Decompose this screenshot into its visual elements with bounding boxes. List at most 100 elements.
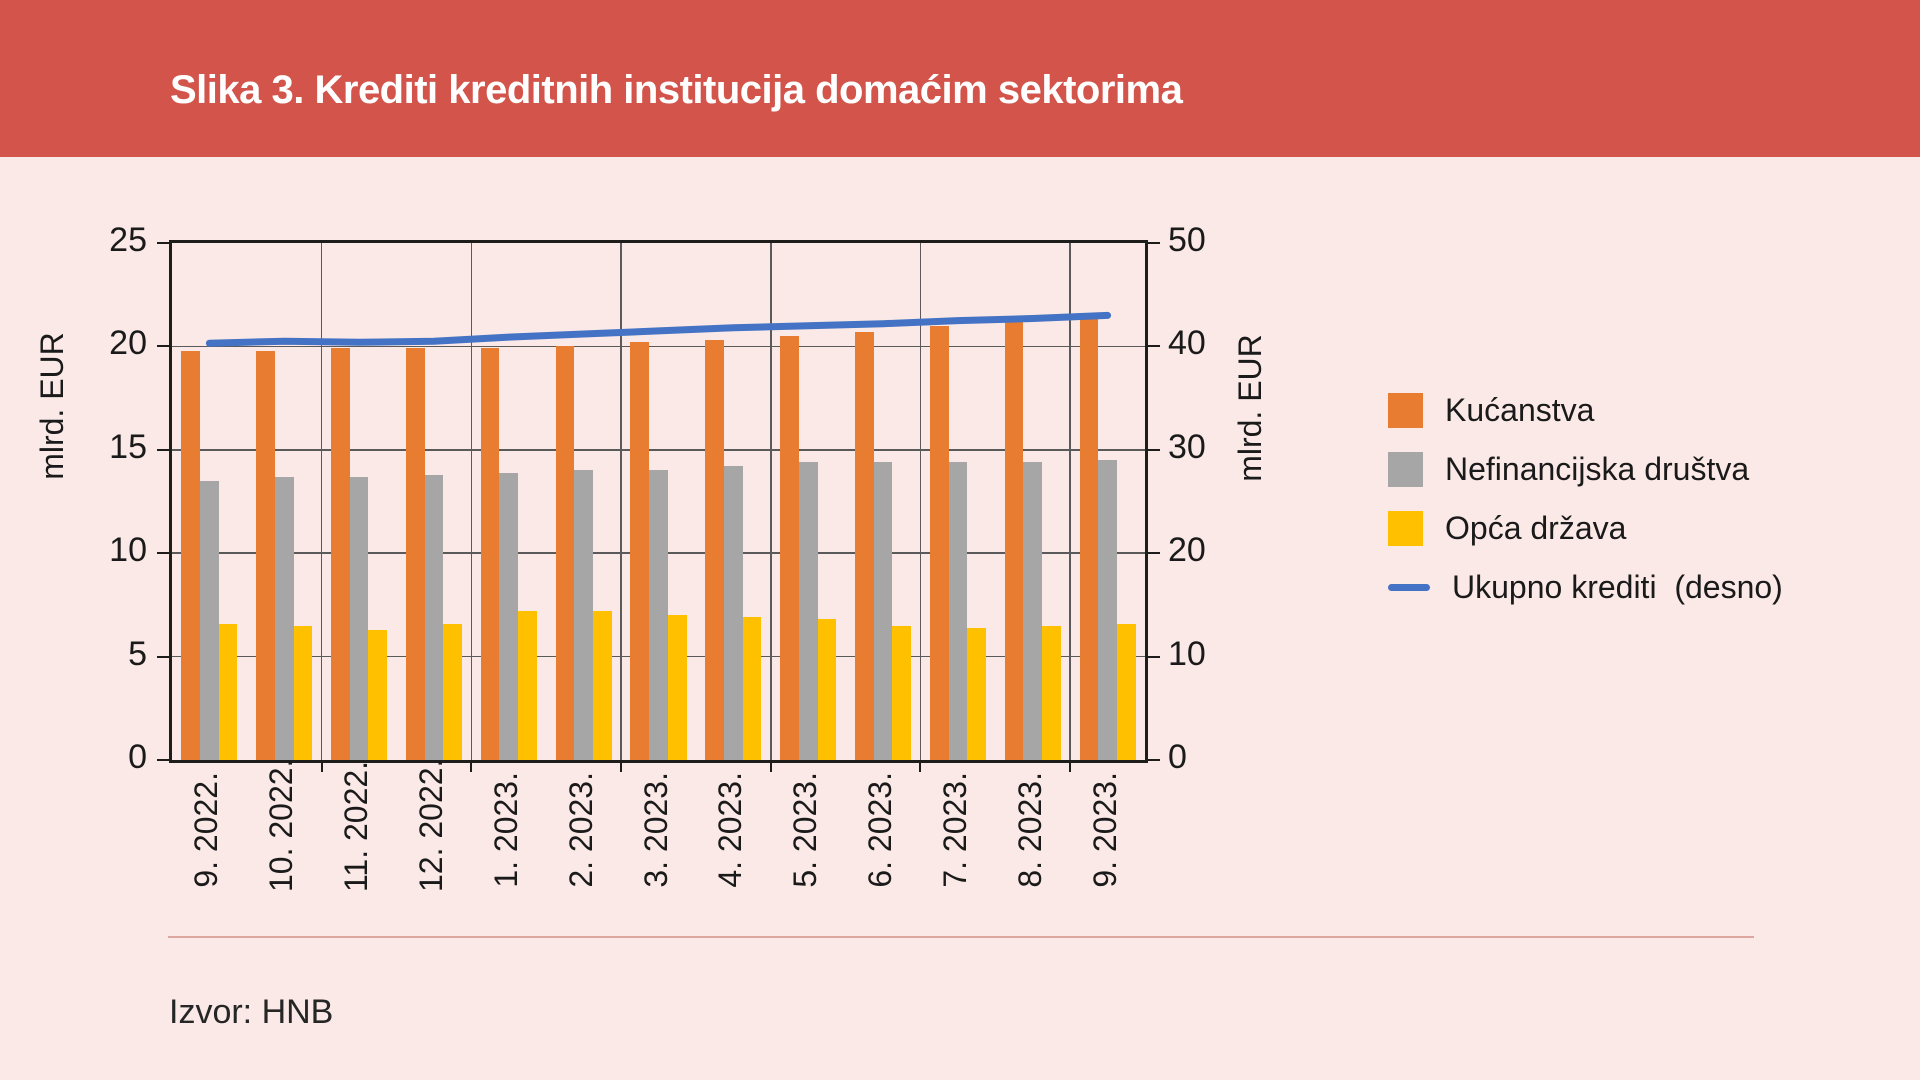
tick-mark [157,242,172,244]
tick-mark [919,760,922,772]
v-gridline [620,243,622,760]
bar [1098,460,1117,760]
source-note: Izvor: HNB [169,993,334,1031]
tick-mark [620,760,623,772]
bar [723,466,743,760]
bar [817,619,837,760]
tick-mark [157,345,172,348]
bar [742,617,762,760]
bar [948,462,968,760]
y-tick-label-right: 30 [1168,427,1206,466]
bar [349,476,369,760]
x-tick-label: 3. 2023. [637,772,674,888]
tick-mark [1145,242,1160,244]
bar [854,331,874,760]
total-credit-line [205,311,1112,347]
x-tick-label: 1. 2023. [487,772,524,888]
opca-drzava-swatch [1388,510,1423,546]
x-tick-label: 6. 2023. [862,772,899,888]
bar [331,348,350,760]
v-gridline [320,243,323,760]
y-tick-label-left: 20 [109,324,147,363]
tick-mark [1145,759,1160,761]
x-tick-label: 10. 2022. [263,758,300,892]
legend-label: Nefinancijska društva [1445,450,1750,487]
legend-item-kucanstva: Kućanstva [1388,392,1594,428]
y-tick-label-left: 0 [128,738,147,776]
y-tick-label-left: 15 [109,427,147,466]
bar [1023,462,1043,760]
x-tick-label: 9. 2022. [188,772,225,888]
bar [424,474,444,760]
bar [929,325,949,760]
tick-mark [1069,760,1072,772]
figure-title: Slika 3. Krediti kreditnih institucija d… [170,68,1183,112]
v-gridline [919,243,922,760]
y-tick-label-right: 0 [1168,738,1187,776]
bar [1042,625,1061,760]
bar [443,623,463,760]
bar [967,627,986,760]
tick-mark [470,760,473,772]
x-tick-label: 8. 2023. [1011,772,1048,888]
bar [705,340,724,760]
bar [593,611,612,760]
v-gridline [470,243,473,760]
bar [499,472,519,760]
tick-mark [1145,345,1160,348]
h-gridline [172,449,1145,451]
tick-mark [157,552,172,555]
tick-mark [1145,552,1160,555]
bar [368,629,388,760]
y-tick-label-left: 5 [128,634,147,673]
y-tick-label-right: 10 [1168,634,1206,673]
bar [798,462,818,760]
x-tick-label: 12. 2022. [412,758,449,892]
bar [873,462,893,760]
tick-mark [769,760,772,772]
tick-mark [157,759,172,761]
x-tick-label: 2. 2023. [562,772,599,888]
bar [405,348,425,760]
kucanstva-swatch [1388,392,1423,428]
tick-mark [157,655,172,658]
bar [780,336,799,760]
ukupno-krediti-line-swatch [1388,583,1430,591]
y-tick-label-left: 25 [109,221,147,259]
bar [1079,317,1099,760]
bar [200,480,219,760]
title-band: Slika 3. Krediti kreditnih institucija d… [0,0,1920,157]
x-tick-label: 5. 2023. [787,772,824,888]
bar [518,611,537,760]
h-gridline [172,345,1145,348]
bar [1004,321,1024,760]
footer-separator [168,936,1754,938]
bar [574,470,593,760]
legend-label: Kućanstva [1445,391,1595,428]
bar [293,625,313,760]
v-gridline [1069,243,1071,760]
bar [649,470,668,760]
bar [667,615,687,760]
bar [1116,623,1136,760]
bar [256,350,275,760]
plot-area [157,240,1160,772]
legend-label: Ukupno krediti (desno) [1452,568,1783,605]
bar [218,623,238,760]
y-tick-label-right: 20 [1168,531,1206,570]
bar [181,350,201,760]
bar [555,346,575,760]
bar [480,348,500,760]
legend-label: Opća država [1445,509,1627,546]
x-tick-label: 7. 2023. [936,772,973,888]
v-gridline [770,243,772,760]
legend-item-nefinancijska-drustva: Nefinancijska društva [1388,451,1749,487]
legend-item-ukupno-krediti: Ukupno krediti (desno) [1388,569,1783,605]
x-tick-label: 11. 2022. [338,760,375,892]
nefinancijska-drustva-swatch [1388,451,1423,487]
tick-mark [157,448,172,451]
bar [892,625,912,760]
bar [274,476,294,760]
x-tick-label: 9. 2023. [1086,772,1123,888]
y-tick-label-left: 10 [109,531,147,570]
